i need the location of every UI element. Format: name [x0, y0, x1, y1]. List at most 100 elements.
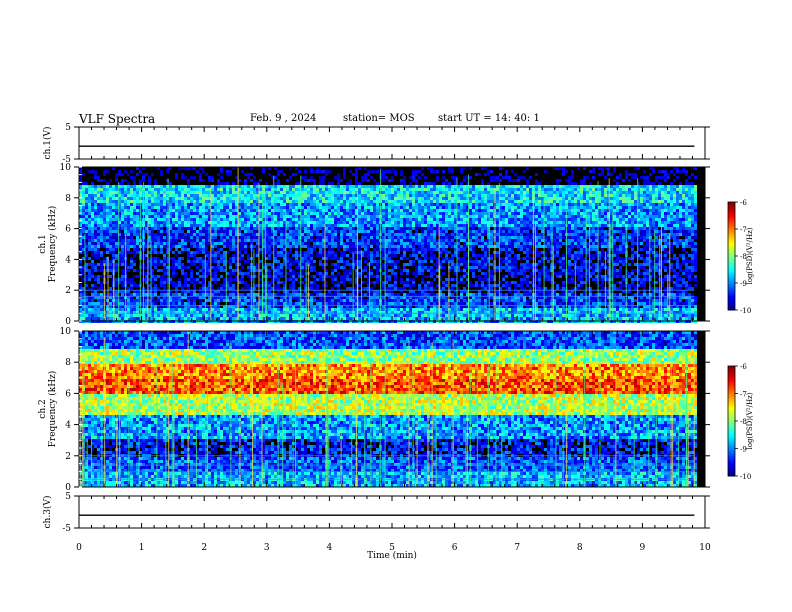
spectrogram-cell	[130, 251, 133, 254]
spectrogram-cell	[97, 233, 100, 236]
spectrogram-cell	[100, 203, 103, 206]
spectrogram-cell	[94, 305, 97, 308]
spectrogram-cell	[385, 170, 388, 173]
spectrogram-cell	[244, 302, 247, 305]
spectrogram-cell	[427, 221, 430, 224]
spectrogram-cell	[415, 305, 418, 308]
spectrogram-cell	[418, 188, 421, 191]
spectrogram-cell	[196, 311, 199, 314]
spectrogram-cell	[313, 305, 316, 308]
spectrogram-cell	[277, 209, 280, 212]
spectrogram-cell	[346, 185, 349, 188]
spectrogram-cell	[415, 197, 418, 200]
spectrogram-cell	[133, 248, 136, 251]
spectrogram-cell	[421, 167, 424, 170]
spectrogram-cell	[109, 191, 112, 194]
spectrogram-cell	[310, 167, 313, 170]
spectrogram-cell	[247, 221, 250, 224]
spectrogram-cell	[196, 281, 199, 284]
spectrogram-cell	[412, 239, 415, 242]
spectrogram-cell	[400, 272, 403, 275]
spectrogram-cell	[283, 239, 286, 242]
spectrogram-cell	[289, 266, 292, 269]
spectrogram-cell	[412, 299, 415, 302]
spectrogram-cell	[340, 230, 343, 233]
spectrogram-cell	[259, 209, 262, 212]
spectrogram-cell	[331, 293, 334, 296]
spectrogram-cell	[265, 197, 268, 200]
spectrogram-cell	[217, 308, 220, 311]
spectrogram-cell	[394, 170, 397, 173]
spectrogram-cell	[232, 182, 235, 185]
spectrogram-cell	[91, 317, 94, 320]
spectrogram-cell	[340, 251, 343, 254]
spectrogram-cell	[409, 242, 412, 245]
spectrogram-cell	[412, 224, 415, 227]
spectrogram-cell	[307, 218, 310, 221]
spectrogram-cell	[124, 215, 127, 218]
spectrogram-cell	[130, 227, 133, 230]
spectrogram-cell	[163, 206, 166, 209]
spectrogram-cell	[235, 236, 238, 239]
spectrogram-cell	[403, 236, 406, 239]
spectrogram-cell	[421, 236, 424, 239]
spectrogram-cell	[94, 266, 97, 269]
spectrogram-cell	[190, 278, 193, 281]
spectrogram-cell	[334, 176, 337, 179]
spectrogram-cell	[382, 194, 385, 197]
spectrogram-cell	[388, 218, 391, 221]
spectrogram-cell	[325, 185, 328, 188]
spectrogram-cell	[322, 266, 325, 269]
spectrogram-cell	[364, 176, 367, 179]
spectrogram-cell	[163, 293, 166, 296]
spectrogram-cell	[193, 239, 196, 242]
spectrogram-cell	[217, 212, 220, 215]
spectrogram-cell	[88, 272, 91, 275]
spectrogram-cell	[274, 233, 277, 236]
spectrogram-cell	[298, 182, 301, 185]
spectrogram-cell	[118, 203, 121, 206]
spectrogram-cell	[100, 218, 103, 221]
spectrogram-cell	[199, 221, 202, 224]
spectrogram-cell	[202, 245, 205, 248]
spectrogram-cell	[367, 299, 370, 302]
spectrogram-cell	[328, 248, 331, 251]
spectrogram-cell	[220, 284, 223, 287]
spectrogram-cell	[145, 314, 148, 317]
spectrogram-cell	[334, 221, 337, 224]
spectrogram-cell	[325, 191, 328, 194]
spectrogram-cell	[337, 266, 340, 269]
spectrogram-cell	[130, 185, 133, 188]
spectrogram-cell	[241, 236, 244, 239]
spectrogram-cell	[259, 260, 262, 263]
spectrogram-cell	[424, 215, 427, 218]
spectrogram-cell	[271, 221, 274, 224]
spectrogram-cell	[412, 260, 415, 263]
spectrogram-cell	[148, 188, 151, 191]
spectrogram-cell	[316, 206, 319, 209]
spectrogram-cell	[130, 278, 133, 281]
spectrogram-cell	[223, 281, 226, 284]
spectrogram-cell	[421, 173, 424, 176]
spectrogram-cell	[142, 176, 145, 179]
spectrogram-cell	[214, 206, 217, 209]
spectrogram-cell	[367, 278, 370, 281]
spectrogram-cell	[271, 296, 274, 299]
spectrogram-cell	[157, 167, 160, 170]
spectrogram-cell	[277, 182, 280, 185]
spectrogram-cell	[349, 179, 352, 182]
spectrogram-cell	[157, 311, 160, 314]
spectrogram-cell	[256, 314, 259, 317]
spectrogram-cell	[409, 287, 412, 290]
spectrogram-cell	[235, 263, 238, 266]
spectrogram-cell	[319, 290, 322, 293]
spectrogram-cell	[154, 314, 157, 317]
spectrogram-cell	[397, 311, 400, 314]
spectrogram-cell	[208, 296, 211, 299]
spectrogram-cell	[274, 284, 277, 287]
spectrogram-cell	[199, 206, 202, 209]
spectrogram-cell	[205, 203, 208, 206]
spectrogram-cell	[115, 314, 118, 317]
spectrogram-cell	[244, 287, 247, 290]
spectrogram-cell	[103, 170, 106, 173]
